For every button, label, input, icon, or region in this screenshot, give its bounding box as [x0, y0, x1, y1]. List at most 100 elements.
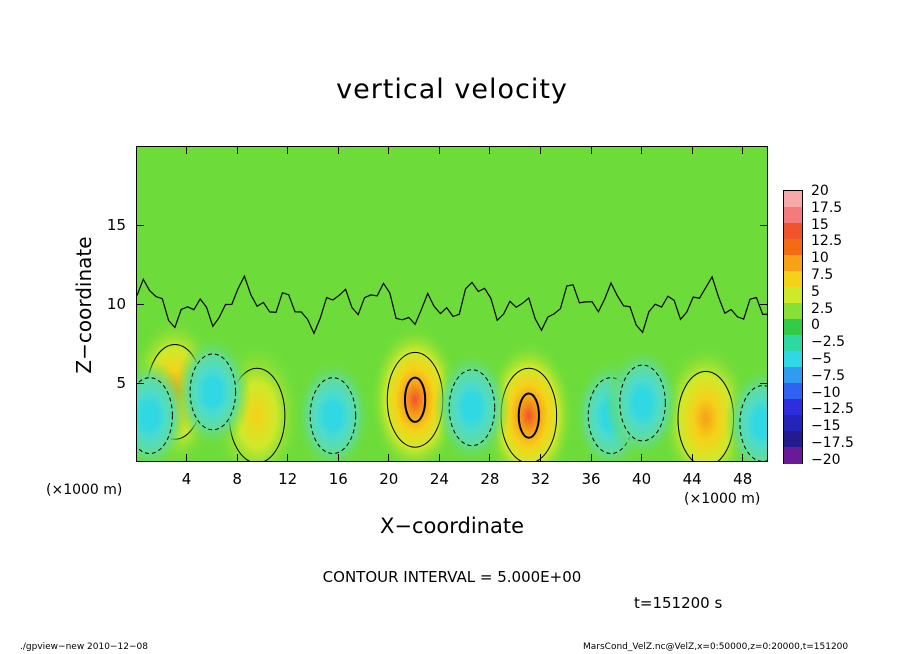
downdraft-cell [604, 346, 681, 460]
y-tick [136, 224, 144, 226]
time-label: t=151200 s [634, 594, 723, 612]
colorbar-label: −12.5 [811, 401, 854, 418]
colorbar-segment [784, 191, 802, 208]
colorbar-label: 17.5 [811, 199, 843, 216]
colorbar-label: 12.5 [811, 233, 843, 250]
colorbar-segment [784, 431, 802, 448]
x-tick-label: 8 [232, 470, 242, 488]
x-tick-label: 44 [682, 470, 702, 488]
downdraft-cell [724, 366, 767, 461]
downdraft-cell [137, 358, 188, 461]
downdraft-cell [174, 335, 251, 449]
downdraft-cell [295, 358, 371, 461]
colorbar-segment [784, 383, 802, 400]
colorbar-segment [784, 287, 802, 304]
x-tick [337, 454, 339, 462]
colorbar-label: 20 [811, 183, 829, 199]
x-tick-label: 40 [632, 470, 652, 488]
x-tick [742, 146, 744, 154]
colorbar-label: −15 [811, 418, 841, 435]
colorbar-segment [784, 207, 802, 224]
colorbar-segment [784, 399, 802, 416]
colorbar [783, 190, 803, 464]
y-tick-label: 10 [106, 295, 126, 313]
x-tick-label: 20 [379, 470, 399, 488]
x-tick [236, 454, 238, 462]
x-tick [742, 454, 744, 462]
colorbar-segment [784, 335, 802, 352]
contour-line [189, 353, 237, 431]
colorbar-segment [784, 351, 802, 368]
colorbar-label: −7.5 [811, 367, 845, 384]
x-tick [186, 146, 188, 154]
x-tick [539, 454, 541, 462]
colorbar-segment [784, 367, 802, 384]
contour-line [619, 364, 666, 442]
zero-contour-line [137, 274, 767, 335]
y-tick [760, 224, 768, 226]
x-tick-label: 28 [480, 470, 500, 488]
x-tick [287, 454, 289, 462]
y-tick [760, 382, 768, 384]
colorbar-label: −2.5 [811, 334, 845, 351]
heatmap-field [137, 147, 767, 461]
x-tick [388, 454, 390, 462]
y-tick-label: 5 [116, 374, 126, 392]
colorbar-segment [784, 255, 802, 272]
colorbar-label: 7.5 [811, 267, 834, 283]
colorbar-label: 0 [811, 317, 820, 334]
x-tick [489, 146, 491, 154]
contour-line [448, 369, 496, 447]
downdraft-cell [434, 350, 510, 461]
x-tick [641, 146, 643, 154]
contour-line [517, 392, 540, 439]
x-tick-label: 32 [530, 470, 551, 488]
y-tick-label: 15 [106, 216, 126, 234]
colorbar-label: 2.5 [811, 300, 834, 317]
x-tick [388, 146, 390, 154]
colorbar-segment [784, 447, 802, 464]
footer-dataset-info: MarsCond_VelZ.nc@VelZ,x=0:50000,z=0:2000… [583, 642, 849, 652]
colorbar-label: 5 [811, 283, 820, 300]
contour-line [309, 377, 357, 455]
colorbar-segment [784, 415, 802, 432]
colorbar-segment [784, 239, 802, 256]
x-tick-label: 4 [181, 470, 192, 488]
colorbar-segment [784, 223, 802, 240]
x-tick [438, 454, 440, 462]
x-tick [641, 454, 643, 462]
colorbar-label: 10 [811, 250, 829, 267]
colorbar-label: −20 [811, 451, 841, 468]
colorbar-segment [784, 319, 802, 336]
x-tick [539, 146, 541, 154]
x-tick [590, 146, 592, 154]
x-tick [691, 146, 693, 154]
colorbar-segment [784, 303, 802, 320]
footer-program-info: ./gpview−new 2010−12−08 [20, 642, 148, 652]
colorbar-label: −5 [811, 351, 832, 367]
x-axis-label: X−coordinate [380, 514, 524, 538]
x-tick [236, 146, 238, 154]
x-tick [691, 454, 693, 462]
x-tick [438, 146, 440, 154]
plot-title: vertical velocity [336, 74, 568, 105]
colorbar-label: 15 [811, 216, 829, 233]
x-tick [287, 146, 289, 154]
x-tick-label: 16 [328, 470, 348, 488]
x-tick [489, 454, 491, 462]
x-tick [590, 454, 592, 462]
x-unit-label-left: (×1000 m) [46, 482, 123, 498]
x-tick-label: 12 [278, 470, 298, 488]
x-tick-label: 36 [581, 470, 601, 488]
colorbar-label: −10 [811, 384, 841, 401]
y-tick [136, 382, 144, 384]
contour-line [137, 377, 173, 455]
contour-line [403, 376, 427, 423]
colorbar-label: −17.5 [811, 435, 854, 451]
x-tick [186, 454, 188, 462]
x-tick-label: 24 [429, 470, 449, 488]
plot-area [136, 146, 768, 462]
x-tick-label: 48 [733, 470, 753, 488]
x-tick [337, 146, 339, 154]
y-tick [760, 303, 768, 305]
